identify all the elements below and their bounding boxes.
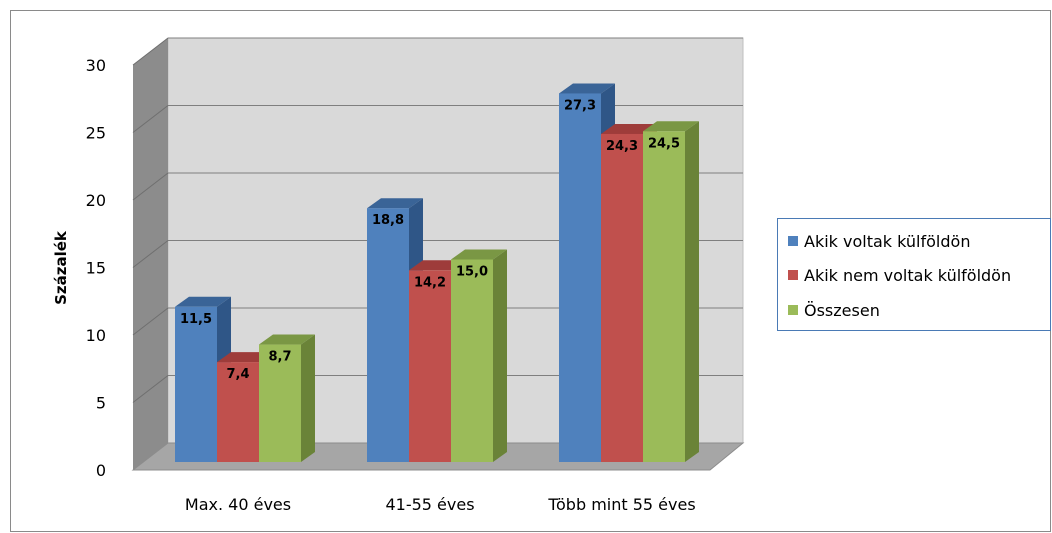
legend-label: Akik nem voltak külföldön: [804, 265, 1012, 285]
y-tick-label: 25: [86, 124, 106, 143]
legend-swatch: [788, 236, 798, 246]
bar-side: [301, 334, 315, 462]
y-tick-label: 15: [86, 259, 106, 278]
y-tick-label: 30: [86, 56, 106, 75]
gridline-side: [132, 240, 169, 268]
gridline-side: [132, 37, 169, 66]
y-tick-label: 20: [86, 191, 106, 210]
bar-top: [559, 83, 615, 94]
bar-front: [451, 259, 493, 462]
gridline-side: [132, 105, 169, 133]
data-label: 15,0: [456, 265, 488, 280]
data-label: 27,3: [564, 98, 596, 113]
legend-swatch: [788, 305, 798, 315]
x-category-label: 41-55 éves: [385, 495, 474, 514]
bar-front: [259, 344, 301, 462]
data-label: 24,3: [606, 139, 638, 154]
bar: [367, 198, 423, 462]
bar: [451, 249, 507, 462]
y-tick-label: 5: [96, 394, 106, 413]
bar-top: [643, 121, 699, 132]
data-label: 7,4: [226, 367, 249, 382]
data-label: 18,8: [372, 213, 404, 228]
bar-front: [175, 306, 217, 462]
gridline-side: [132, 375, 169, 403]
bar-front: [367, 208, 409, 462]
data-label: 11,5: [180, 312, 212, 327]
y-tick-label: 10: [86, 326, 106, 345]
bar-front: [643, 131, 685, 462]
legend-item: Akik voltak külföldön: [788, 230, 970, 252]
bar: [643, 121, 699, 462]
bar-top: [451, 249, 507, 260]
data-label: 24,5: [648, 136, 680, 151]
bar-front: [409, 270, 451, 462]
legend-swatch: [788, 270, 798, 280]
x-category-label: Max. 40 éves: [185, 495, 291, 514]
x-category-label: Több mint 55 éves: [547, 495, 695, 514]
data-label: 14,2: [414, 275, 446, 290]
bar-side: [493, 249, 507, 462]
bar-front: [559, 93, 601, 462]
bar-top: [259, 334, 315, 345]
legend-item: Összesen: [788, 299, 880, 321]
bar-front: [217, 362, 259, 462]
legend-label: Összesen: [804, 300, 880, 320]
gridline-side: [132, 307, 169, 336]
y-axis-label: Százalék: [52, 230, 70, 305]
data-label: 8,7: [268, 350, 291, 365]
bar-front: [601, 133, 643, 462]
legend-item: Akik nem voltak külföldön: [788, 264, 1011, 286]
bar-top: [367, 198, 423, 209]
gridline-side: [132, 172, 169, 201]
legend-label: Akik voltak külföldön: [804, 231, 971, 251]
bar-side: [685, 121, 699, 462]
legend: Akik voltak külföldön Akik nem voltak kü…: [777, 218, 1051, 331]
bar: [259, 334, 315, 462]
bar-top: [175, 296, 231, 307]
y-tick-label: 0: [96, 461, 106, 480]
